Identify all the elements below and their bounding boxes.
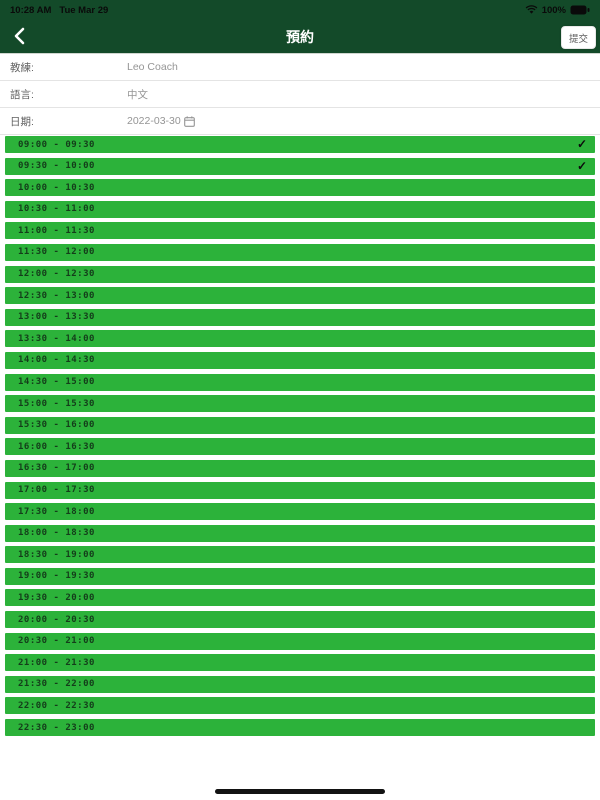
time-slot-row[interactable]: 22:00 - 22:30✓ bbox=[5, 697, 595, 715]
wifi-icon bbox=[525, 5, 538, 15]
time-slot-row[interactable]: 16:00 - 16:30✓ bbox=[5, 438, 595, 456]
time-slot-row[interactable]: 09:00 - 09:30 ✓ bbox=[5, 136, 595, 153]
form-row-coach[interactable]: 教練: Leo Coach bbox=[0, 54, 600, 81]
time-slot-row[interactable]: 22:30 - 23:00✓ bbox=[5, 719, 595, 737]
time-slot-label: 20:30 - 21:00 bbox=[18, 636, 95, 647]
time-slot-label: 16:00 - 16:30 bbox=[18, 441, 95, 452]
time-slot-label: 12:00 - 12:30 bbox=[18, 269, 95, 280]
back-button[interactable] bbox=[8, 25, 30, 47]
battery-icon bbox=[570, 5, 590, 15]
battery-percent: 100% bbox=[541, 4, 566, 16]
time-slot-label: 15:30 - 16:00 bbox=[18, 420, 95, 431]
nav-bar: 預約 提交 bbox=[0, 20, 600, 54]
time-slot-row[interactable]: 17:00 - 17:30✓ bbox=[5, 481, 595, 499]
language-value-text: 中文 bbox=[127, 88, 148, 101]
time-slot-row[interactable]: 18:30 - 19:00✓ bbox=[5, 546, 595, 564]
status-time: 10:28 AM bbox=[10, 4, 52, 16]
time-slot-row[interactable]: 16:30 - 17:00✓ bbox=[5, 459, 595, 477]
checkmark-icon: ✓ bbox=[576, 137, 587, 151]
language-value[interactable]: 中文 bbox=[127, 87, 148, 102]
time-slot-label: 10:30 - 11:00 bbox=[18, 204, 95, 215]
form-row-date[interactable]: 日期: 2022-03-30 bbox=[0, 108, 600, 135]
time-slot-row[interactable]: 14:00 - 14:30✓ bbox=[5, 351, 595, 369]
coach-value[interactable]: Leo Coach bbox=[127, 61, 178, 73]
time-slot-label: 14:30 - 15:00 bbox=[18, 377, 95, 388]
status-bar: 10:28 AM Tue Mar 29 100% bbox=[0, 0, 600, 20]
time-slot-row[interactable]: 19:30 - 20:00✓ bbox=[5, 589, 595, 607]
time-slot-label: 22:00 - 22:30 bbox=[18, 700, 95, 711]
checkmark-icon: ✓ bbox=[576, 158, 587, 173]
time-slot-row[interactable]: 21:00 - 21:30✓ bbox=[5, 654, 595, 672]
time-slot-row[interactable]: 14:30 - 15:00✓ bbox=[5, 373, 595, 391]
time-slot-label: 09:00 - 09:30 bbox=[18, 139, 95, 150]
time-slot-label: 21:00 - 21:30 bbox=[18, 657, 95, 668]
time-slot-label: 22:30 - 23:00 bbox=[18, 722, 95, 733]
time-slot-row[interactable]: 20:30 - 21:00✓ bbox=[5, 632, 595, 650]
time-slot-label: 16:30 - 17:00 bbox=[18, 463, 95, 474]
time-slot-label: 14:00 - 14:30 bbox=[18, 355, 95, 366]
date-label: 日期: bbox=[10, 115, 34, 128]
time-slot-row[interactable]: 10:30 - 11:00✓ bbox=[5, 200, 595, 218]
time-slot-label: 21:30 - 22:00 bbox=[18, 679, 95, 690]
time-slot-row[interactable]: 11:30 - 12:00✓ bbox=[5, 243, 595, 261]
time-slot-label: 10:00 - 10:30 bbox=[18, 182, 95, 193]
time-slot-row[interactable]: 11:00 - 11:30✓ bbox=[5, 222, 595, 240]
time-slot-label: 19:00 - 19:30 bbox=[18, 571, 95, 582]
page-title: 預約 bbox=[286, 28, 314, 45]
booking-form: 教練: Leo Coach 語言: 中文日期: 2022-03-30 bbox=[0, 54, 600, 135]
time-slot-row[interactable]: 19:00 - 19:30✓ bbox=[5, 567, 595, 585]
date-value-text: 2022-03-30 bbox=[127, 115, 181, 127]
date-value[interactable]: 2022-03-30 bbox=[127, 115, 195, 127]
time-slot-label: 18:00 - 18:30 bbox=[18, 528, 95, 539]
time-slot-row[interactable]: 09:30 - 10:00 ✓ bbox=[5, 157, 595, 175]
time-slot-label: 18:30 - 19:00 bbox=[18, 549, 95, 560]
time-slot-label: 12:30 - 13:00 bbox=[18, 290, 95, 301]
time-slot-row[interactable]: 10:00 - 10:30✓ bbox=[5, 179, 595, 197]
time-slot-row[interactable]: 15:30 - 16:00✓ bbox=[5, 416, 595, 434]
time-slot-row[interactable]: 20:00 - 20:30✓ bbox=[5, 611, 595, 629]
home-indicator[interactable] bbox=[215, 789, 385, 794]
time-slot-label: 11:00 - 11:30 bbox=[18, 225, 95, 236]
form-row-language[interactable]: 語言: 中文 bbox=[0, 81, 600, 108]
calendar-icon bbox=[183, 115, 195, 127]
time-slot-row[interactable]: 13:30 - 14:00✓ bbox=[5, 330, 595, 348]
submit-button[interactable]: 提交 bbox=[561, 26, 596, 49]
time-slot-row[interactable]: 17:30 - 18:00✓ bbox=[5, 503, 595, 521]
time-slot-row[interactable]: 15:00 - 15:30✓ bbox=[5, 395, 595, 413]
time-slot-label: 17:30 - 18:00 bbox=[18, 506, 95, 517]
coach-label: 教練: bbox=[10, 61, 34, 74]
status-date: Tue Mar 29 bbox=[59, 4, 109, 16]
time-slot-label: 13:30 - 14:00 bbox=[18, 333, 95, 344]
time-slot-row[interactable]: 21:30 - 22:00✓ bbox=[5, 675, 595, 693]
language-label: 語言: bbox=[10, 88, 34, 101]
time-slot-list: 09:00 - 09:30 ✓ 09:30 - 10:00 ✓ 10:00 - 10:3… bbox=[5, 136, 595, 737]
time-slot-label: 15:00 - 15:30 bbox=[18, 398, 95, 409]
time-slot-label: 09:30 - 10:00 bbox=[18, 161, 95, 172]
time-slot-label: 13:00 - 13:30 bbox=[18, 312, 95, 323]
time-slot-label: 19:30 - 20:00 bbox=[18, 592, 95, 603]
time-slot-label: 20:00 - 20:30 bbox=[18, 614, 95, 625]
coach-value-text: Leo Coach bbox=[127, 61, 178, 73]
time-slot-row[interactable]: 18:00 - 18:30✓ bbox=[5, 524, 595, 542]
time-slot-row[interactable]: 12:30 - 13:00✓ bbox=[5, 287, 595, 305]
time-slot-label: 11:30 - 12:00 bbox=[18, 247, 95, 258]
time-slot-row[interactable]: 12:00 - 12:30✓ bbox=[5, 265, 595, 283]
time-slot-label: 17:00 - 17:30 bbox=[18, 485, 95, 495]
time-slot-row[interactable]: 13:00 - 13:30✓ bbox=[5, 308, 595, 326]
chevron-left-icon bbox=[13, 27, 25, 45]
